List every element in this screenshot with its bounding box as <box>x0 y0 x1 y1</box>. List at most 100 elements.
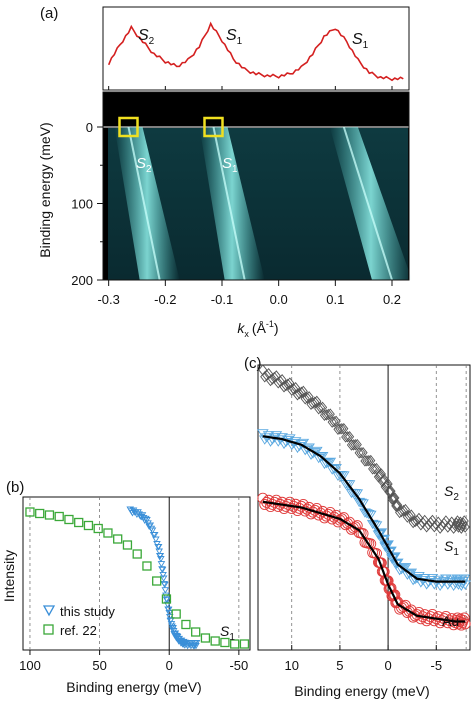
s1-point <box>370 521 383 531</box>
map-label-s2: S2 <box>136 155 152 175</box>
this-study-point <box>158 566 167 574</box>
panel-c-xlabel: Binding energy (meV) <box>294 683 429 699</box>
s2-point <box>310 396 320 408</box>
ref22-point <box>113 534 123 544</box>
s2-point <box>329 415 339 428</box>
s1-point <box>377 535 390 545</box>
s2-point <box>423 518 434 531</box>
au-point <box>357 528 369 540</box>
ref22-point <box>181 619 191 630</box>
map-x-tick-label: 0.2 <box>383 292 401 307</box>
s2-point <box>362 455 372 467</box>
s2-point <box>314 403 324 415</box>
ref22-point <box>83 520 94 531</box>
this-study-point <box>159 575 168 582</box>
ref22-point <box>210 636 220 646</box>
panel-b-tick-label: 0 <box>166 658 173 673</box>
ref22-point <box>44 510 55 520</box>
this-study-point <box>159 571 167 579</box>
this-study-point <box>165 613 174 621</box>
this-study-point <box>148 527 157 534</box>
s2-point <box>335 423 345 435</box>
panel-b-tick-label: -50 <box>229 658 248 673</box>
edc-ticks <box>108 86 393 90</box>
s2-point <box>460 521 470 533</box>
ref22-point <box>171 609 181 619</box>
panel-c-grid <box>291 365 467 650</box>
s2-point <box>343 431 353 443</box>
panel-b-legend: this study ref. 22 <box>42 604 115 638</box>
this-study-point <box>143 517 151 524</box>
map-y-axis: 0 100 200 <box>71 120 103 288</box>
map-frame <box>102 91 410 281</box>
this-study-point <box>154 544 163 551</box>
ref22-point <box>54 511 64 522</box>
au-point <box>419 609 431 620</box>
s1-point <box>388 553 400 563</box>
s2-point <box>321 409 331 421</box>
panel-b-tick-label: 100 <box>19 658 41 673</box>
this-study-point <box>153 541 161 548</box>
au-point <box>270 494 282 506</box>
au-point <box>440 611 452 622</box>
au-point <box>411 609 423 621</box>
s2-point <box>292 389 303 401</box>
s2-point <box>397 505 407 518</box>
s2-point <box>294 387 305 400</box>
s2-point <box>416 518 426 531</box>
edc-curve <box>107 21 404 82</box>
this-study-point <box>164 606 173 614</box>
this-study-point <box>155 548 163 555</box>
fermi-marker <box>203 116 224 138</box>
legend-this-study: this study <box>60 604 115 619</box>
s2-point <box>404 510 414 522</box>
ref22-point <box>35 508 45 519</box>
this-study-point <box>150 532 159 539</box>
arpes-map <box>103 92 412 281</box>
band-s1 <box>199 127 265 280</box>
this-study-point <box>146 522 155 529</box>
s2-point <box>431 518 441 531</box>
au-point <box>257 492 269 504</box>
ref22-point <box>122 540 133 550</box>
panel-b-points <box>25 506 250 650</box>
s2-point <box>408 516 418 529</box>
fit-curve <box>262 500 466 623</box>
ref22-point <box>191 627 201 637</box>
ref22-point <box>142 561 152 571</box>
ref22-point <box>93 523 103 534</box>
map-ylabel: Binding energy (meV) <box>37 122 53 257</box>
s2-point <box>302 392 312 404</box>
band-dispersions <box>114 126 412 281</box>
s2-point <box>384 486 394 498</box>
this-study-point <box>192 640 201 647</box>
band-s2 <box>114 127 180 280</box>
au-point <box>276 496 288 508</box>
au-point <box>459 618 471 630</box>
this-study-point <box>163 601 172 608</box>
s2-point <box>327 416 337 428</box>
s1-point <box>374 529 387 539</box>
s2-point <box>387 493 397 505</box>
ref22-point <box>161 594 172 604</box>
s2-point <box>267 373 278 385</box>
s1-point <box>357 499 369 509</box>
panel-c-curves <box>257 364 471 631</box>
panel-b-label: (b) <box>6 479 24 496</box>
au-point <box>284 496 296 508</box>
au-point <box>349 521 361 533</box>
band-s1 <box>329 127 412 280</box>
au-point <box>385 582 397 594</box>
s2-point <box>296 386 306 399</box>
panel-c-frame <box>257 364 471 651</box>
s1-point <box>355 498 367 508</box>
s2-point <box>452 515 463 527</box>
this-study-point <box>167 617 175 624</box>
this-study-point <box>192 643 200 650</box>
s2-point <box>260 371 270 383</box>
au-point <box>432 611 444 622</box>
au-point <box>426 609 438 620</box>
au-point <box>446 613 458 624</box>
map-label-s1: S1 <box>222 155 238 175</box>
ref22-point <box>152 576 162 586</box>
